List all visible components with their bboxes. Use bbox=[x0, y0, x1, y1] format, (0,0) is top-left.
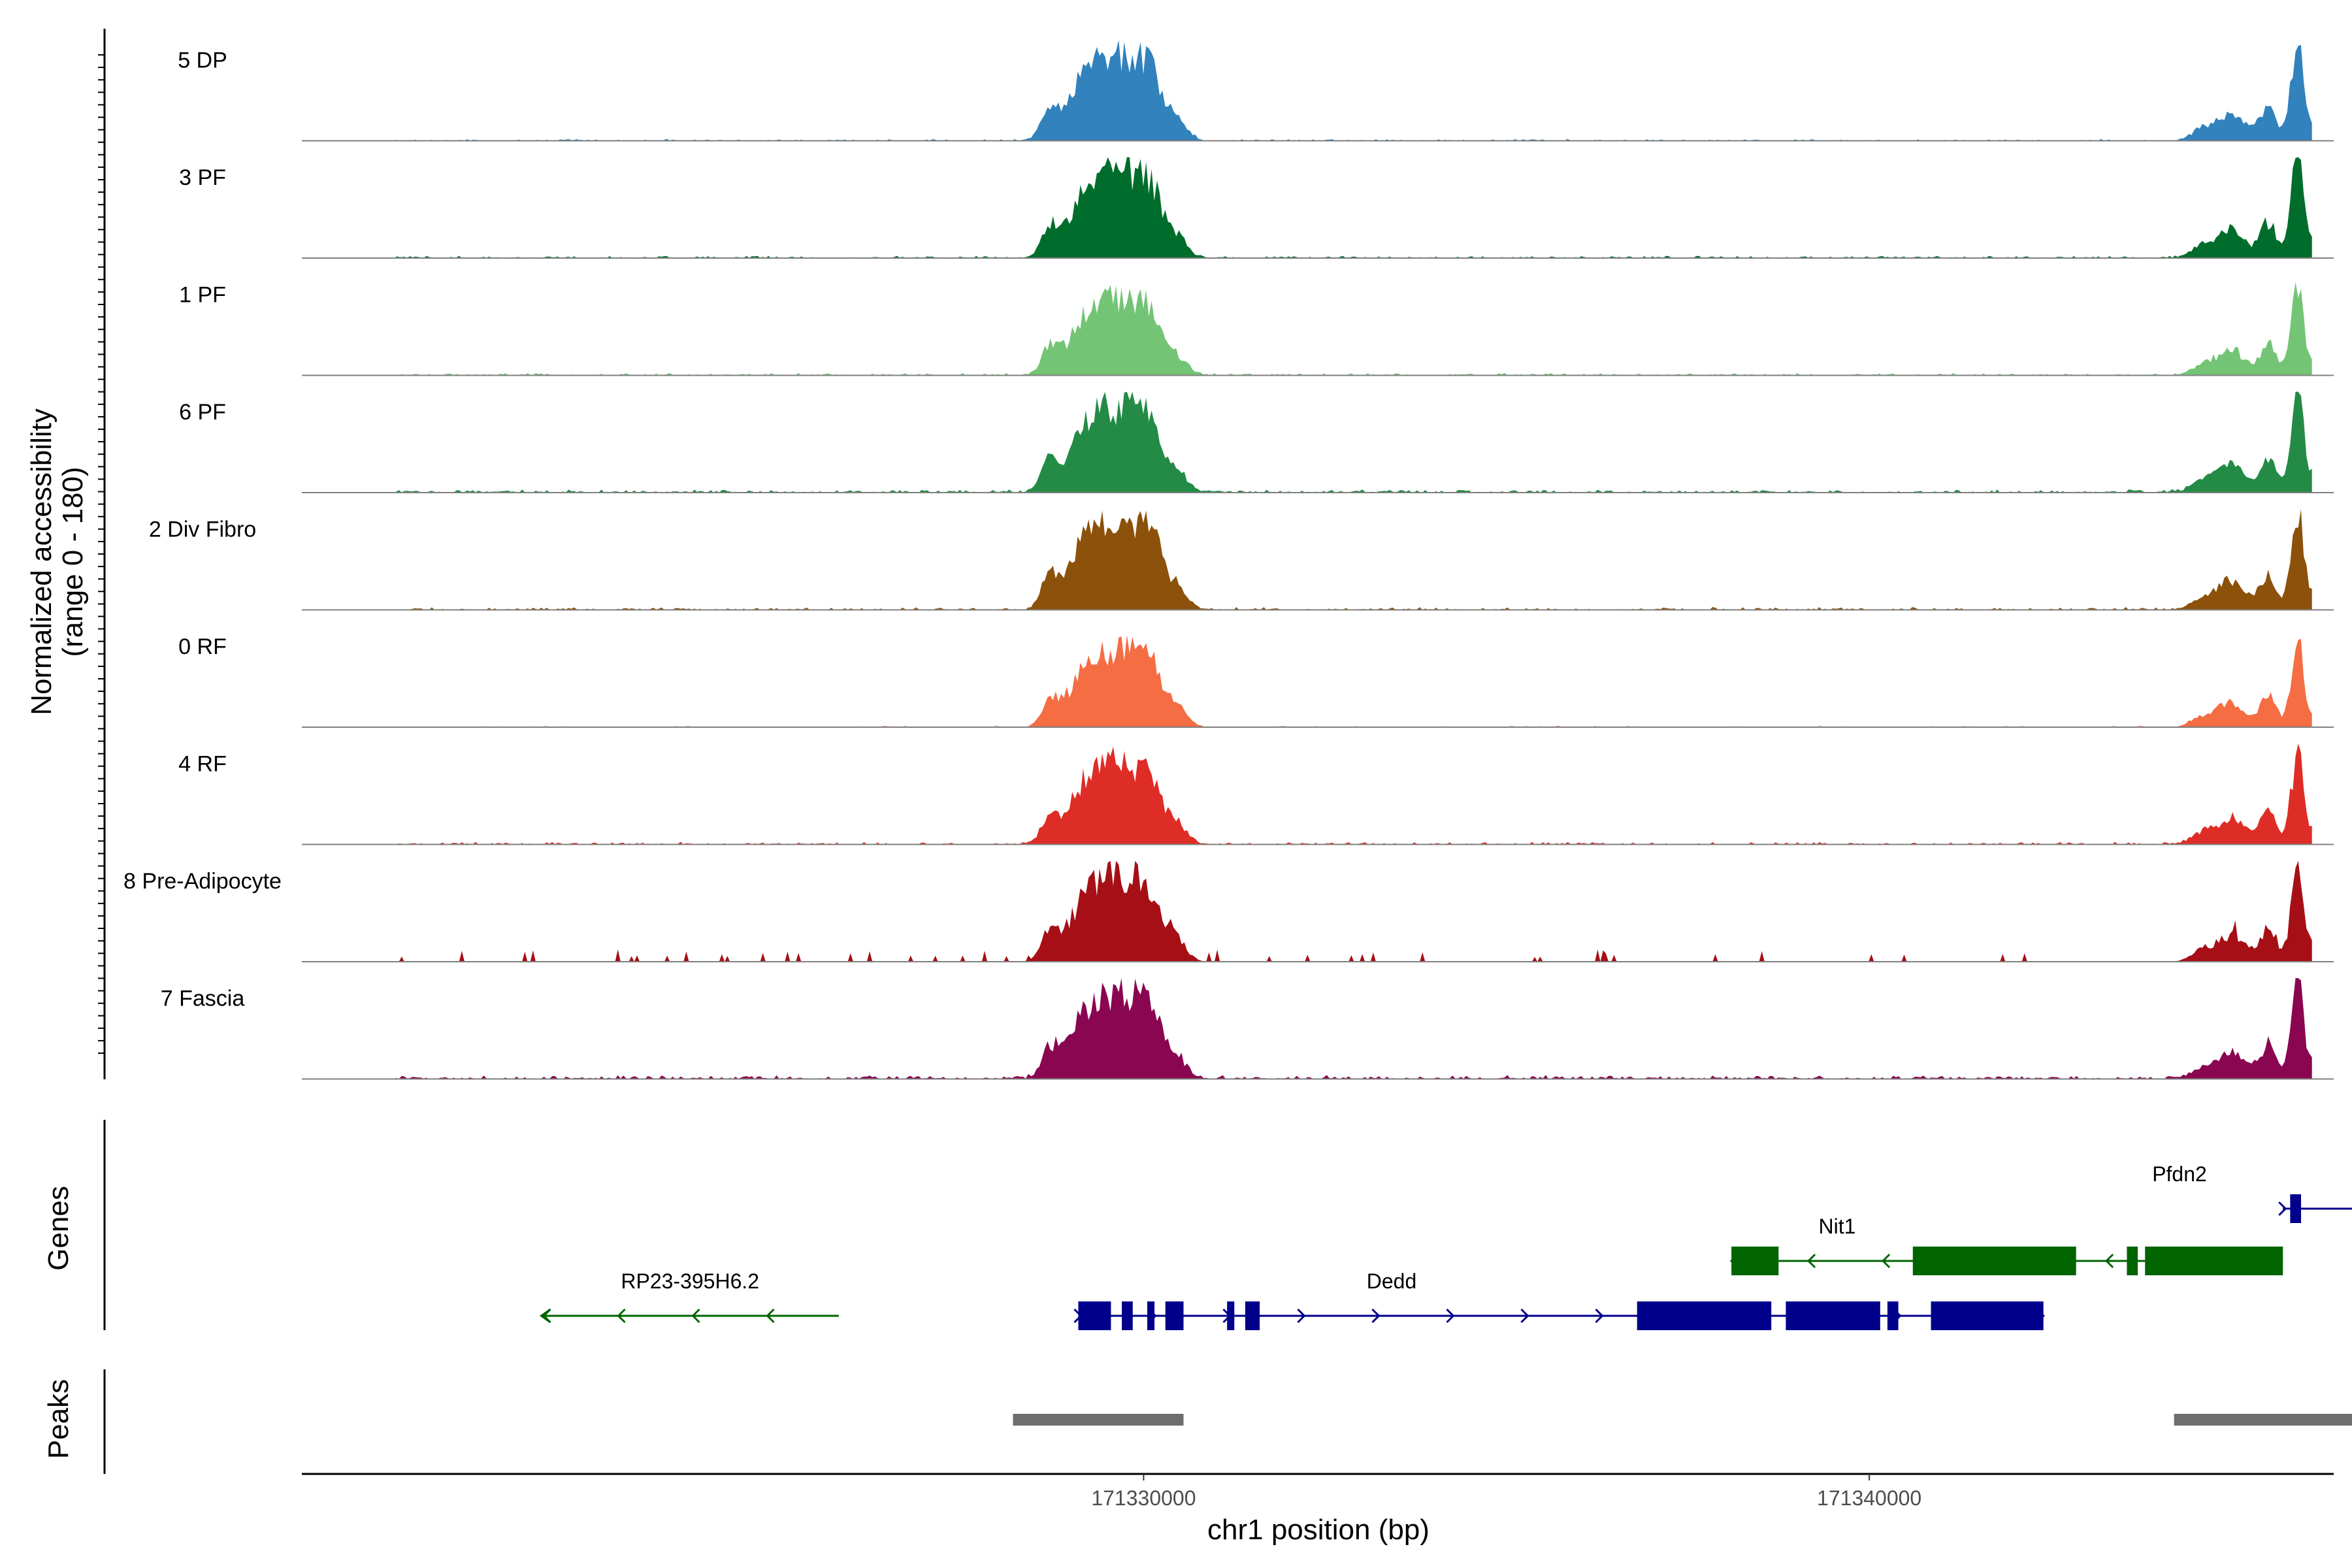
strand-arrow bbox=[1595, 1308, 1604, 1324]
coverage-area bbox=[396, 743, 2312, 845]
gene-exon bbox=[2290, 1194, 2302, 1223]
coverage-area bbox=[396, 860, 2312, 962]
coverage-area bbox=[396, 157, 2312, 258]
genes-panel-label: Genes bbox=[42, 1186, 74, 1271]
gene-exon bbox=[1912, 1247, 2076, 1275]
gene-exon bbox=[1731, 1247, 1779, 1275]
gene-label: RP23-395H6.2 bbox=[621, 1269, 759, 1293]
x-axis: chr1 position (bp) 171330000 171340000 bbox=[302, 1473, 2334, 1546]
gene-exon bbox=[1122, 1301, 1133, 1330]
gene-model: Pfdn2 bbox=[2152, 1162, 2352, 1223]
strand-arrow bbox=[1806, 1253, 1816, 1269]
track-label: 0 RF bbox=[178, 634, 227, 659]
gene-exon bbox=[1887, 1301, 1899, 1330]
coverage-tracks: 5 DP 3 PF 1 PF 6 PF 2 Div Fibro 0 RF 4 RF 8 Pre… bbox=[123, 40, 2334, 1080]
track-label: 3 PF bbox=[179, 165, 226, 190]
strand-arrow bbox=[2278, 1201, 2287, 1217]
strand-arrow bbox=[2104, 1253, 2114, 1269]
strand-arrow bbox=[1520, 1308, 1529, 1324]
coverage-area bbox=[396, 282, 2312, 376]
gene-model: Nit1 bbox=[1729, 1215, 2283, 1275]
track-label: 5 DP bbox=[178, 48, 227, 73]
gene-exon bbox=[1078, 1301, 1111, 1330]
strand-arrow bbox=[1881, 1253, 1891, 1269]
coverage-track: 8 Pre-Adipocyte bbox=[123, 860, 2334, 962]
gene-exon bbox=[1165, 1301, 1184, 1330]
strand-arrow bbox=[766, 1308, 775, 1324]
gene-exon bbox=[1147, 1301, 1155, 1330]
strand-arrow bbox=[1297, 1308, 1306, 1324]
coverage-area bbox=[396, 635, 2312, 727]
track-label: 7 Fascia bbox=[161, 987, 245, 1011]
gene-annotation-panel: Genes RP23-395H6.2 Dedd Nit1 Pfdn2 bbox=[42, 1120, 2352, 1330]
peak-region bbox=[1013, 1414, 1184, 1426]
peaks-panel-label: Peaks bbox=[42, 1379, 74, 1459]
track-label: 1 PF bbox=[179, 283, 226, 308]
coverage-area bbox=[396, 509, 2312, 610]
coverage-track: 5 DP bbox=[178, 40, 2334, 142]
gene-exon bbox=[1245, 1301, 1260, 1330]
coverage-area bbox=[396, 391, 2312, 493]
y-axis-title-line-2: (range 0 - 180) bbox=[57, 466, 89, 657]
coverage-area bbox=[396, 978, 2312, 1079]
coverage-track: 7 Fascia bbox=[161, 978, 2334, 1080]
gene-label: Pfdn2 bbox=[2152, 1162, 2207, 1186]
accessibility-axis bbox=[98, 29, 106, 1079]
strand-arrow bbox=[691, 1308, 700, 1324]
y-axis-title-line-1: Normalized accessibility bbox=[25, 408, 57, 715]
track-label: 6 PF bbox=[179, 400, 226, 425]
peaks-panel: Peaks bbox=[42, 1369, 2352, 1474]
y-axis-title: Normalized accessibility (range 0 - 180) bbox=[25, 408, 89, 715]
coverage-track: 6 PF bbox=[179, 391, 2334, 493]
gene-model: Dedd bbox=[1073, 1269, 2046, 1330]
strand-arrow bbox=[617, 1308, 626, 1324]
coverage-track: 1 PF bbox=[179, 282, 2334, 376]
track-label: 8 Pre-Adipocyte bbox=[123, 869, 282, 894]
strand-arrow bbox=[1371, 1308, 1380, 1324]
peak-region bbox=[2174, 1414, 2352, 1426]
gene-model: RP23-395H6.2 bbox=[539, 1269, 839, 1324]
gene-label: Nit1 bbox=[1819, 1215, 1856, 1238]
coverage-track: 3 PF bbox=[179, 157, 2334, 259]
gene-exon bbox=[1786, 1301, 1880, 1330]
gene-exon bbox=[1931, 1301, 2044, 1330]
gene-label: Dedd bbox=[1367, 1269, 1417, 1293]
coverage-track: 2 Div Fibro bbox=[149, 509, 2334, 611]
gene-exon bbox=[2127, 1247, 2138, 1275]
coverage-track: 0 RF bbox=[178, 634, 2334, 728]
gene-exon bbox=[1227, 1301, 1235, 1330]
strand-arrow bbox=[539, 1308, 551, 1324]
x-tick-label: 171330000 bbox=[1091, 1486, 1196, 1510]
coverage-track: 4 RF bbox=[178, 743, 2334, 845]
coverage-area bbox=[396, 40, 2312, 141]
gene-exon bbox=[1637, 1301, 1772, 1330]
gene-exon bbox=[2145, 1247, 2283, 1275]
x-tick-label: 171340000 bbox=[1817, 1486, 1921, 1510]
track-label: 4 RF bbox=[178, 752, 227, 777]
strand-arrow bbox=[1446, 1308, 1455, 1324]
track-label: 2 Div Fibro bbox=[149, 517, 256, 542]
x-axis-title: chr1 position (bp) bbox=[1207, 1514, 1429, 1546]
